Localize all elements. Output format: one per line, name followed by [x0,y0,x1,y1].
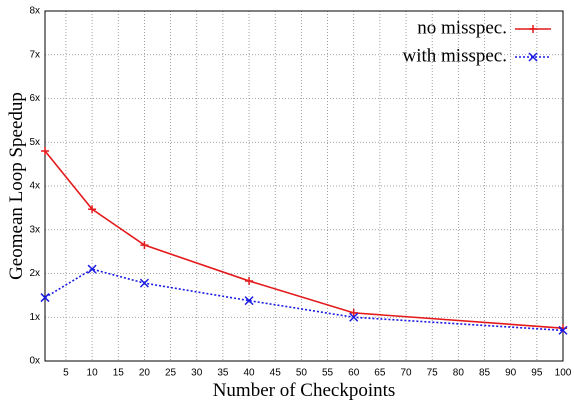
x-tick-label: 80 [453,368,465,379]
y-tick-label: 0x [29,356,40,367]
x-tick-label: 50 [296,368,308,379]
y-tick-label: 3x [29,224,40,235]
y-tick-label: 1x [29,312,40,323]
marker [558,325,568,335]
x-tick-label: 65 [374,368,386,379]
y-axis-label: Geomean Loop Speedup [6,92,27,280]
marker [41,147,49,155]
series-line [44,268,564,332]
marker [40,293,50,303]
marker [244,296,254,306]
y-tick-label: 5x [29,137,40,148]
x-tick-label: 20 [139,368,151,379]
x-tick-label: 35 [217,368,229,379]
x-tick-label: 10 [87,368,99,379]
series-line [44,150,564,329]
x-tick-label: 5 [63,368,69,379]
marker [140,241,149,250]
y-tick-label: 4x [29,181,40,192]
y-tick-label: 8x [29,6,40,17]
x-axis-label: Number of Checkpoints [213,380,396,401]
marker [87,264,97,274]
x-tick-label: 100 [555,368,572,379]
x-tick-label: 25 [165,368,177,379]
x-tick-label: 60 [348,368,360,379]
marker [139,278,149,288]
marker [529,25,537,33]
x-tick-label: 95 [531,368,543,379]
x-tick-label: 40 [243,368,255,379]
x-tick-label: 70 [400,368,412,379]
marker [528,52,538,62]
marker [349,308,358,317]
plot-frame [44,10,564,362]
marker [88,205,97,214]
marker [245,276,254,285]
legend-label: with misspec. [403,45,508,66]
legend-label: no misspec. [417,17,507,38]
y-tick-label: 2x [29,268,40,279]
x-tick-label: 15 [113,368,125,379]
y-tick-label: 7x [29,49,40,60]
x-tick-label: 85 [479,368,491,379]
x-tick-label: 75 [427,368,439,379]
x-tick-label: 90 [505,368,517,379]
x-tick-label: 45 [270,368,282,379]
y-tick-label: 6x [29,93,40,104]
x-tick-label: 30 [191,368,203,379]
x-tick-label: 55 [322,368,334,379]
marker [349,312,359,322]
